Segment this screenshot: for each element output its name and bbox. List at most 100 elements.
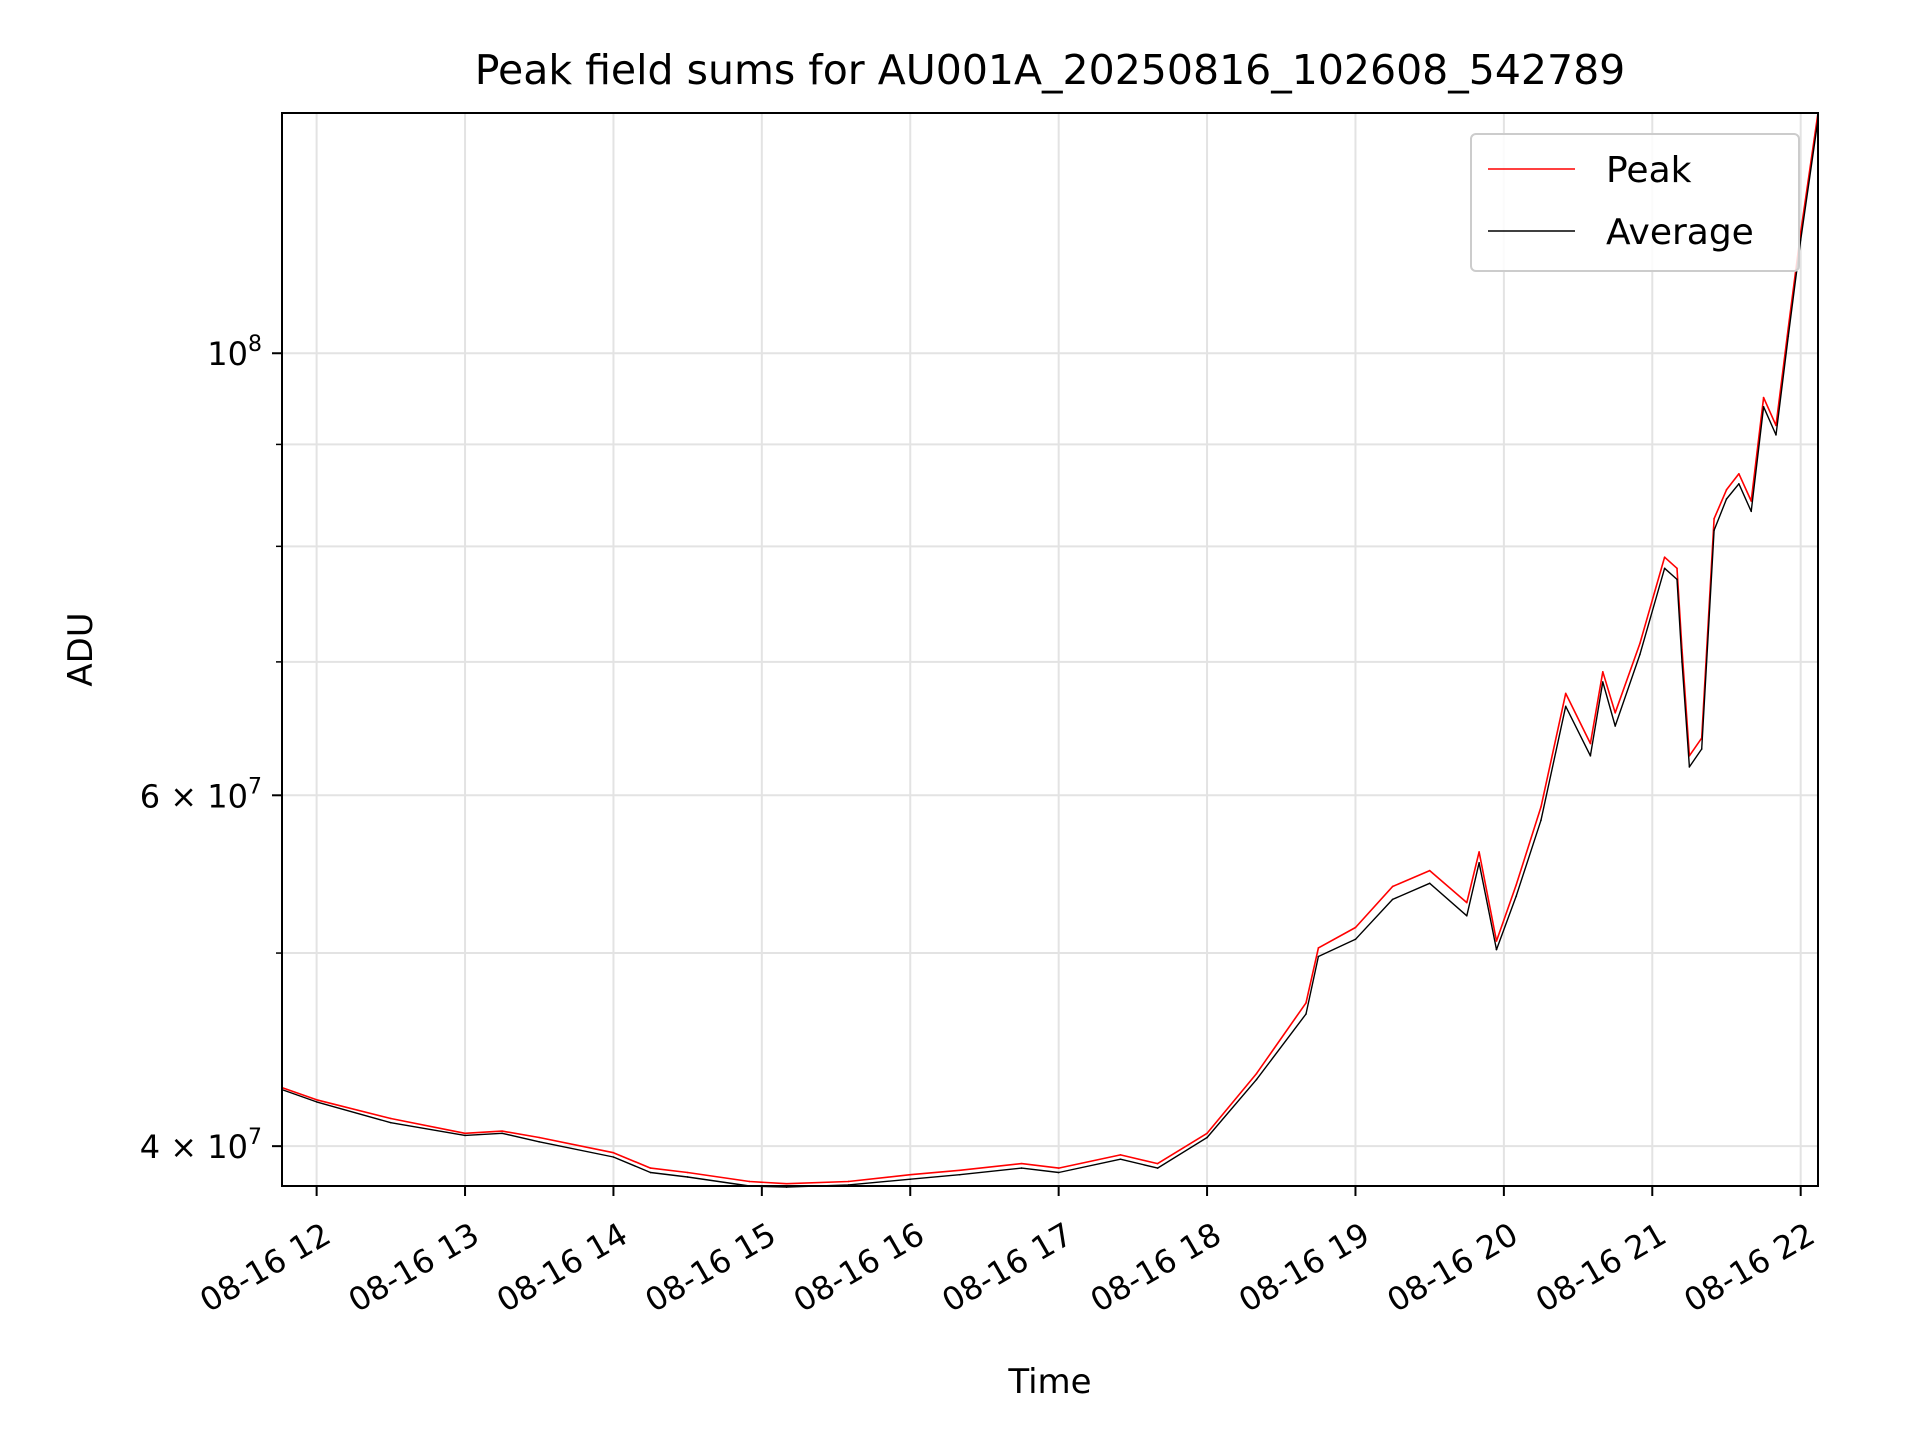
data-point-peak xyxy=(1354,926,1357,929)
data-point-peak xyxy=(1119,1154,1122,1156)
data-point-average xyxy=(1515,895,1518,897)
data-point-average xyxy=(1799,239,1802,241)
data-point-peak xyxy=(909,1173,912,1176)
data-point-average xyxy=(1700,748,1703,750)
data-point-average xyxy=(1478,861,1480,864)
data-point-average xyxy=(1750,510,1753,513)
data-point-peak xyxy=(612,1151,615,1154)
data-point-peak xyxy=(1725,489,1728,491)
y-tick-label-base: 4 × 10 xyxy=(140,1128,248,1166)
data-point-peak xyxy=(1676,567,1678,570)
data-point-average xyxy=(1602,681,1604,683)
data-point-peak xyxy=(1614,712,1616,714)
data-point-average xyxy=(1614,725,1616,727)
legend: Peak Average xyxy=(1470,133,1800,272)
data-point-average xyxy=(1391,898,1394,901)
x-axis-title: Time xyxy=(1007,1362,1091,1402)
data-point-average xyxy=(1057,1171,1060,1174)
data-point-average xyxy=(315,1101,318,1103)
data-point-average xyxy=(1787,335,1790,337)
y-tick-label-exponent: 8 xyxy=(248,332,262,357)
data-point-peak xyxy=(1156,1162,1159,1165)
data-point-average xyxy=(1465,914,1468,917)
data-point-peak xyxy=(315,1099,318,1101)
legend-label-average: Average xyxy=(1606,212,1754,253)
data-point-peak xyxy=(1317,947,1320,949)
data-point-peak xyxy=(1540,806,1542,808)
data-point-peak xyxy=(686,1171,689,1174)
data-point-average xyxy=(1206,1136,1208,1139)
data-point-peak xyxy=(1639,642,1641,645)
data-point-average xyxy=(1317,955,1320,958)
y-tick-label: 108 xyxy=(207,332,262,373)
data-point-average xyxy=(1713,529,1715,532)
data-point-average xyxy=(1688,766,1691,768)
data-point-peak xyxy=(1564,692,1567,695)
data-point-peak xyxy=(1495,940,1498,942)
data-point-peak xyxy=(464,1132,466,1135)
data-point-peak xyxy=(1663,556,1666,559)
data-point-peak xyxy=(1020,1162,1023,1165)
data-point-average xyxy=(1681,661,1683,663)
data-point-average xyxy=(1762,405,1765,408)
data-point-average xyxy=(1738,482,1740,485)
y-tick-label-exponent: 7 xyxy=(248,774,262,799)
data-point-peak xyxy=(958,1169,961,1172)
data-point-average xyxy=(1156,1167,1159,1169)
data-point-average xyxy=(501,1132,503,1135)
data-point-average xyxy=(1589,755,1592,757)
data-point-peak xyxy=(649,1167,652,1169)
data-point-peak xyxy=(748,1180,751,1183)
data-point-peak xyxy=(1305,1002,1307,1004)
data-point-average xyxy=(958,1173,961,1176)
data-point-peak xyxy=(1589,742,1592,745)
data-point-peak xyxy=(847,1180,850,1183)
data-point-peak xyxy=(1602,671,1604,673)
data-point-peak xyxy=(501,1130,503,1132)
grid xyxy=(282,113,1818,1186)
data-point-average xyxy=(1119,1158,1122,1161)
data-point-peak xyxy=(1478,851,1480,853)
data-point-average xyxy=(1540,819,1542,821)
data-point-average xyxy=(1428,882,1431,885)
data-point-average xyxy=(612,1156,615,1158)
y-tick-label-base: 6 × 10 xyxy=(140,777,248,815)
data-point-peak xyxy=(1428,869,1431,872)
data-point-average xyxy=(1676,578,1678,581)
data-point-average xyxy=(1775,434,1777,436)
data-point-average xyxy=(464,1134,466,1137)
data-point-peak xyxy=(1750,500,1753,502)
data-point-average xyxy=(1255,1078,1258,1081)
data-point-peak xyxy=(1738,472,1740,475)
data-point-average xyxy=(1639,653,1641,656)
data-point-average xyxy=(1564,705,1567,708)
plot-frame xyxy=(281,112,1819,1187)
data-point-average xyxy=(1354,938,1357,941)
data-point-average xyxy=(1663,567,1666,570)
y-axis-title: ADU xyxy=(61,612,101,686)
data-point-peak xyxy=(1465,901,1468,904)
data-point-peak xyxy=(1762,396,1765,399)
data-point-average xyxy=(538,1141,541,1143)
data-point-average xyxy=(649,1171,652,1174)
data-point-average xyxy=(686,1176,689,1178)
y-tick-label-exponent: 7 xyxy=(248,1125,262,1150)
data-point-peak xyxy=(1713,517,1715,520)
legend-label-peak: Peak xyxy=(1606,150,1692,191)
data-point-average xyxy=(1495,948,1498,951)
data-point-peak xyxy=(1206,1132,1208,1135)
data-point-average xyxy=(390,1121,392,1124)
data-point-peak xyxy=(1515,884,1518,886)
y-tick-label-base: 10 xyxy=(207,335,248,373)
data-point-average xyxy=(1020,1167,1023,1169)
data-point-peak xyxy=(1775,424,1777,427)
data-point-peak xyxy=(1255,1072,1258,1075)
data-point-peak xyxy=(1391,885,1394,888)
data-point-average xyxy=(1305,1013,1307,1015)
data-point-peak xyxy=(785,1182,788,1185)
chart-title: Peak field sums for AU001A_20250816_1026… xyxy=(475,46,1626,94)
data-point-average xyxy=(1725,498,1728,500)
y-tick-label: 6 × 107 xyxy=(140,774,262,815)
data-point-average xyxy=(909,1178,912,1181)
